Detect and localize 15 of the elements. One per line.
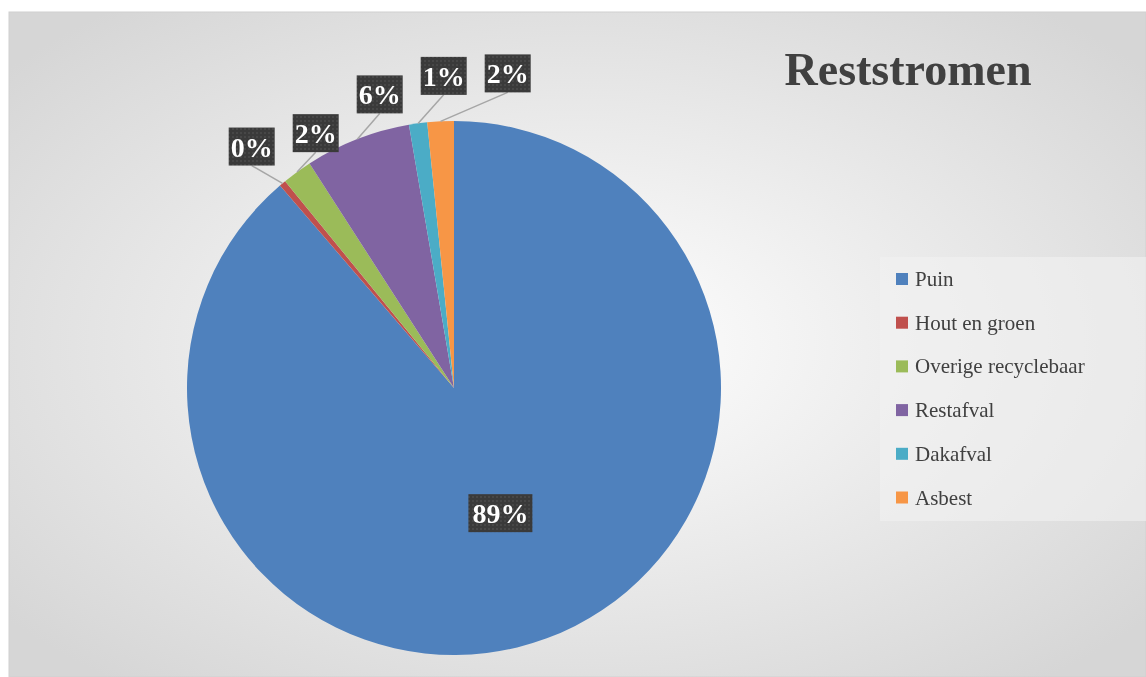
pie-slice <box>187 121 721 655</box>
legend-label: Puin <box>915 267 955 291</box>
data-label: 2% <box>486 58 529 90</box>
legend-label: Hout en groen <box>915 310 1036 335</box>
legend-label: Restafval <box>915 398 995 423</box>
data-label: 0% <box>230 131 273 163</box>
legend-label: Asbest <box>915 485 973 510</box>
legend-label: Overige recyclebaar <box>915 354 1085 379</box>
chart-title: Reststromen <box>784 44 1032 95</box>
data-label: 6% <box>358 79 401 111</box>
pie-slice <box>408 122 454 388</box>
data-label: 89% <box>472 498 529 530</box>
data-label: 1% <box>422 60 465 92</box>
data-label: 2% <box>294 118 337 150</box>
legend-label: Dakafval <box>915 441 993 466</box>
